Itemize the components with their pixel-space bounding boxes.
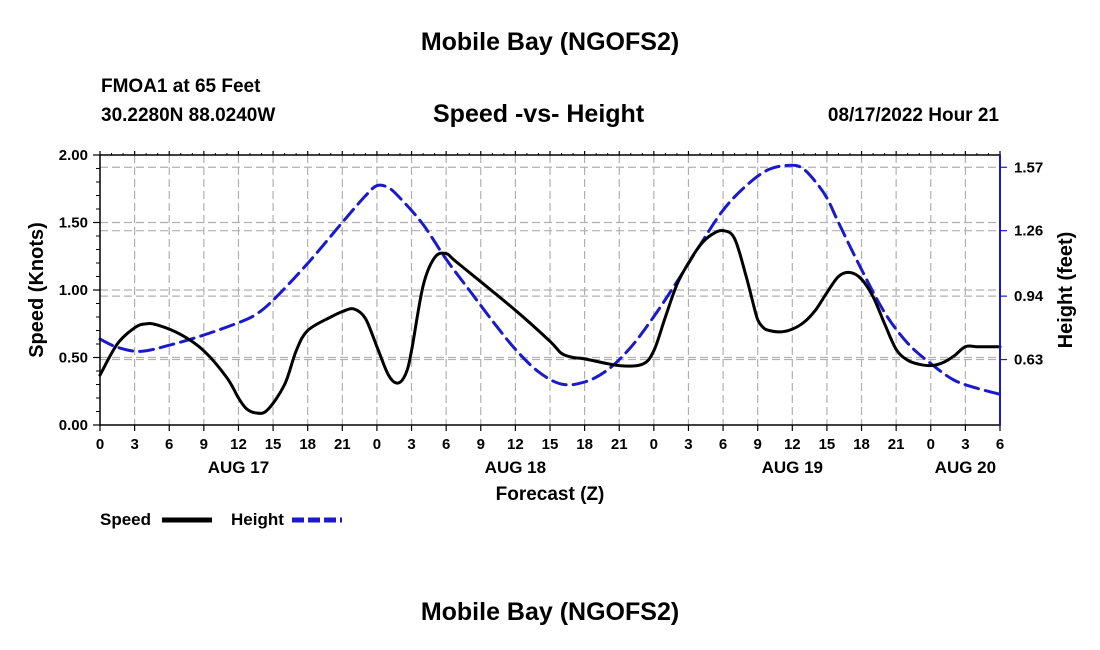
x-tick-label: 21 bbox=[611, 436, 628, 453]
chart-subtitle: Speed -vs- Height bbox=[433, 100, 645, 128]
chart-series bbox=[98, 163, 1002, 415]
y-left-tick-label: 1.50 bbox=[59, 215, 88, 232]
y-axis-label-right: Height (feet) bbox=[1055, 232, 1077, 349]
x-tick-label: 6 bbox=[165, 436, 173, 453]
legend-height-label: Height bbox=[231, 510, 284, 529]
station-coordinates: 30.2280N 88.0240W bbox=[101, 105, 276, 126]
y-left-tick-label: 0.50 bbox=[59, 350, 88, 367]
y-left-tick-label: 1.00 bbox=[59, 282, 88, 299]
y-right-tick-label: 1.26 bbox=[1014, 223, 1043, 240]
x-tick-label: 18 bbox=[576, 436, 593, 453]
forecast-datetime: 08/17/2022 Hour 21 bbox=[827, 105, 999, 126]
x-tick-label: 15 bbox=[819, 436, 836, 453]
x-tick-label: 3 bbox=[407, 436, 415, 453]
x-tick-label: 15 bbox=[265, 436, 282, 453]
y-left-tick-label: 2.00 bbox=[59, 147, 88, 164]
x-tick-label: 18 bbox=[299, 436, 316, 453]
chart-grid bbox=[100, 155, 1000, 425]
y-axis-label-left: Speed (Knots) bbox=[26, 222, 48, 358]
x-tick-label: 3 bbox=[961, 436, 969, 453]
x-tick-label: 12 bbox=[507, 436, 524, 453]
x-tick-label: 15 bbox=[542, 436, 559, 453]
x-tick-label: 9 bbox=[754, 436, 762, 453]
day-label: AUG 18 bbox=[485, 458, 546, 477]
footer-title: Mobile Bay (NGOFS2) bbox=[420, 598, 680, 626]
y-left-tick-label: 0.00 bbox=[59, 417, 88, 434]
y-right-tick-label: 0.63 bbox=[1014, 352, 1043, 369]
x-tick-label: 6 bbox=[719, 436, 727, 453]
x-tick-label: 6 bbox=[996, 436, 1004, 453]
x-tick-label: 3 bbox=[684, 436, 692, 453]
y-right-tick-label: 0.94 bbox=[1014, 288, 1044, 305]
x-tick-label: 9 bbox=[477, 436, 485, 453]
legend-speed-label: Speed bbox=[100, 510, 151, 529]
height-series-line bbox=[98, 163, 1002, 396]
x-tick-label: 6 bbox=[442, 436, 450, 453]
day-label: AUG 19 bbox=[762, 458, 823, 477]
x-tick-label: 18 bbox=[853, 436, 870, 453]
x-tick-label: 9 bbox=[200, 436, 208, 453]
x-tick-label: 0 bbox=[650, 436, 658, 453]
station-label: FMOA1 at 65 Feet bbox=[101, 76, 261, 97]
legend: Speed Height bbox=[100, 510, 342, 529]
x-tick-label: 0 bbox=[373, 436, 381, 453]
x-tick-label: 21 bbox=[888, 436, 905, 453]
x-tick-label: 0 bbox=[96, 436, 104, 453]
y-right-tick-label: 1.57 bbox=[1014, 159, 1043, 176]
x-tick-label: 12 bbox=[230, 436, 247, 453]
chart-title: Mobile Bay (NGOFS2) bbox=[420, 28, 680, 56]
day-label: AUG 17 bbox=[208, 458, 269, 477]
day-label: AUG 20 bbox=[935, 458, 996, 477]
x-axis-label: Forecast (Z) bbox=[496, 484, 605, 505]
x-tick-label: 3 bbox=[130, 436, 138, 453]
x-tick-label: 0 bbox=[927, 436, 935, 453]
x-tick-label: 21 bbox=[334, 436, 351, 453]
x-tick-label: 12 bbox=[784, 436, 801, 453]
speed-series-line bbox=[98, 228, 1002, 415]
chart-axes: 0 3 6 9 12 15 18 21 0 3 6 9 12 15 18 21 0 3 6 9 12 15 18 21 0 3 6 0… bbox=[59, 147, 1044, 477]
